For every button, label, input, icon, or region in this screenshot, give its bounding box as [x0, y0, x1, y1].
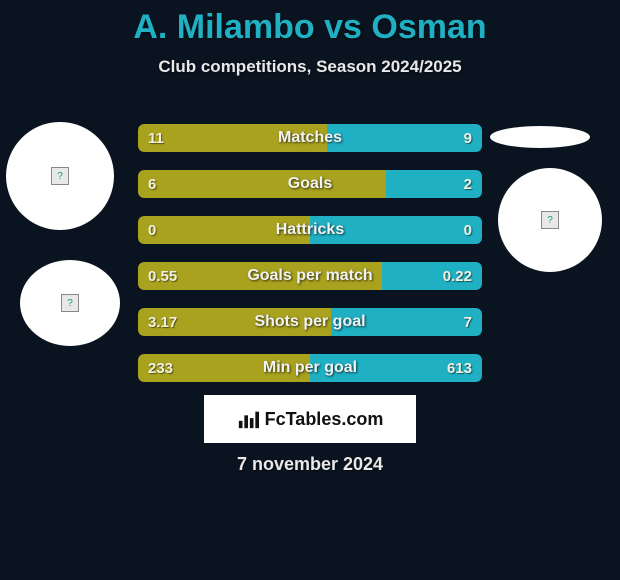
player-avatar-circle: ?	[498, 168, 602, 272]
stat-label: Goals per match	[138, 262, 482, 290]
player-avatar-circle: ?	[20, 260, 120, 346]
watermark-text: FcTables.com	[265, 409, 384, 430]
stat-row: 62Goals	[138, 170, 482, 198]
stat-row: 3.177Shots per goal	[138, 308, 482, 336]
player-avatar-circle: ?	[6, 122, 114, 230]
stat-label: Shots per goal	[138, 308, 482, 336]
comparison-subtitle: Club competitions, Season 2024/2025	[0, 57, 620, 77]
decorative-ellipse	[490, 126, 590, 148]
chart-icon	[237, 408, 259, 430]
image-placeholder-icon: ?	[541, 211, 559, 229]
stat-label: Hattricks	[138, 216, 482, 244]
stat-row: 00Hattricks	[138, 216, 482, 244]
stat-label: Min per goal	[138, 354, 482, 382]
comparison-title: A. Milambo vs Osman	[0, 0, 620, 47]
stat-row: 0.550.22Goals per match	[138, 262, 482, 290]
stat-row: 233613Min per goal	[138, 354, 482, 382]
stat-bars-container: 119Matches 62Goals 00Hattricks 0.550.22Goal…	[138, 124, 482, 400]
watermark-badge: FcTables.com	[204, 395, 416, 443]
stat-row: 119Matches	[138, 124, 482, 152]
stat-label: Matches	[138, 124, 482, 152]
image-placeholder-icon: ?	[61, 294, 79, 312]
date-text: 7 november 2024	[0, 454, 620, 475]
image-placeholder-icon: ?	[51, 167, 69, 185]
stat-label: Goals	[138, 170, 482, 198]
